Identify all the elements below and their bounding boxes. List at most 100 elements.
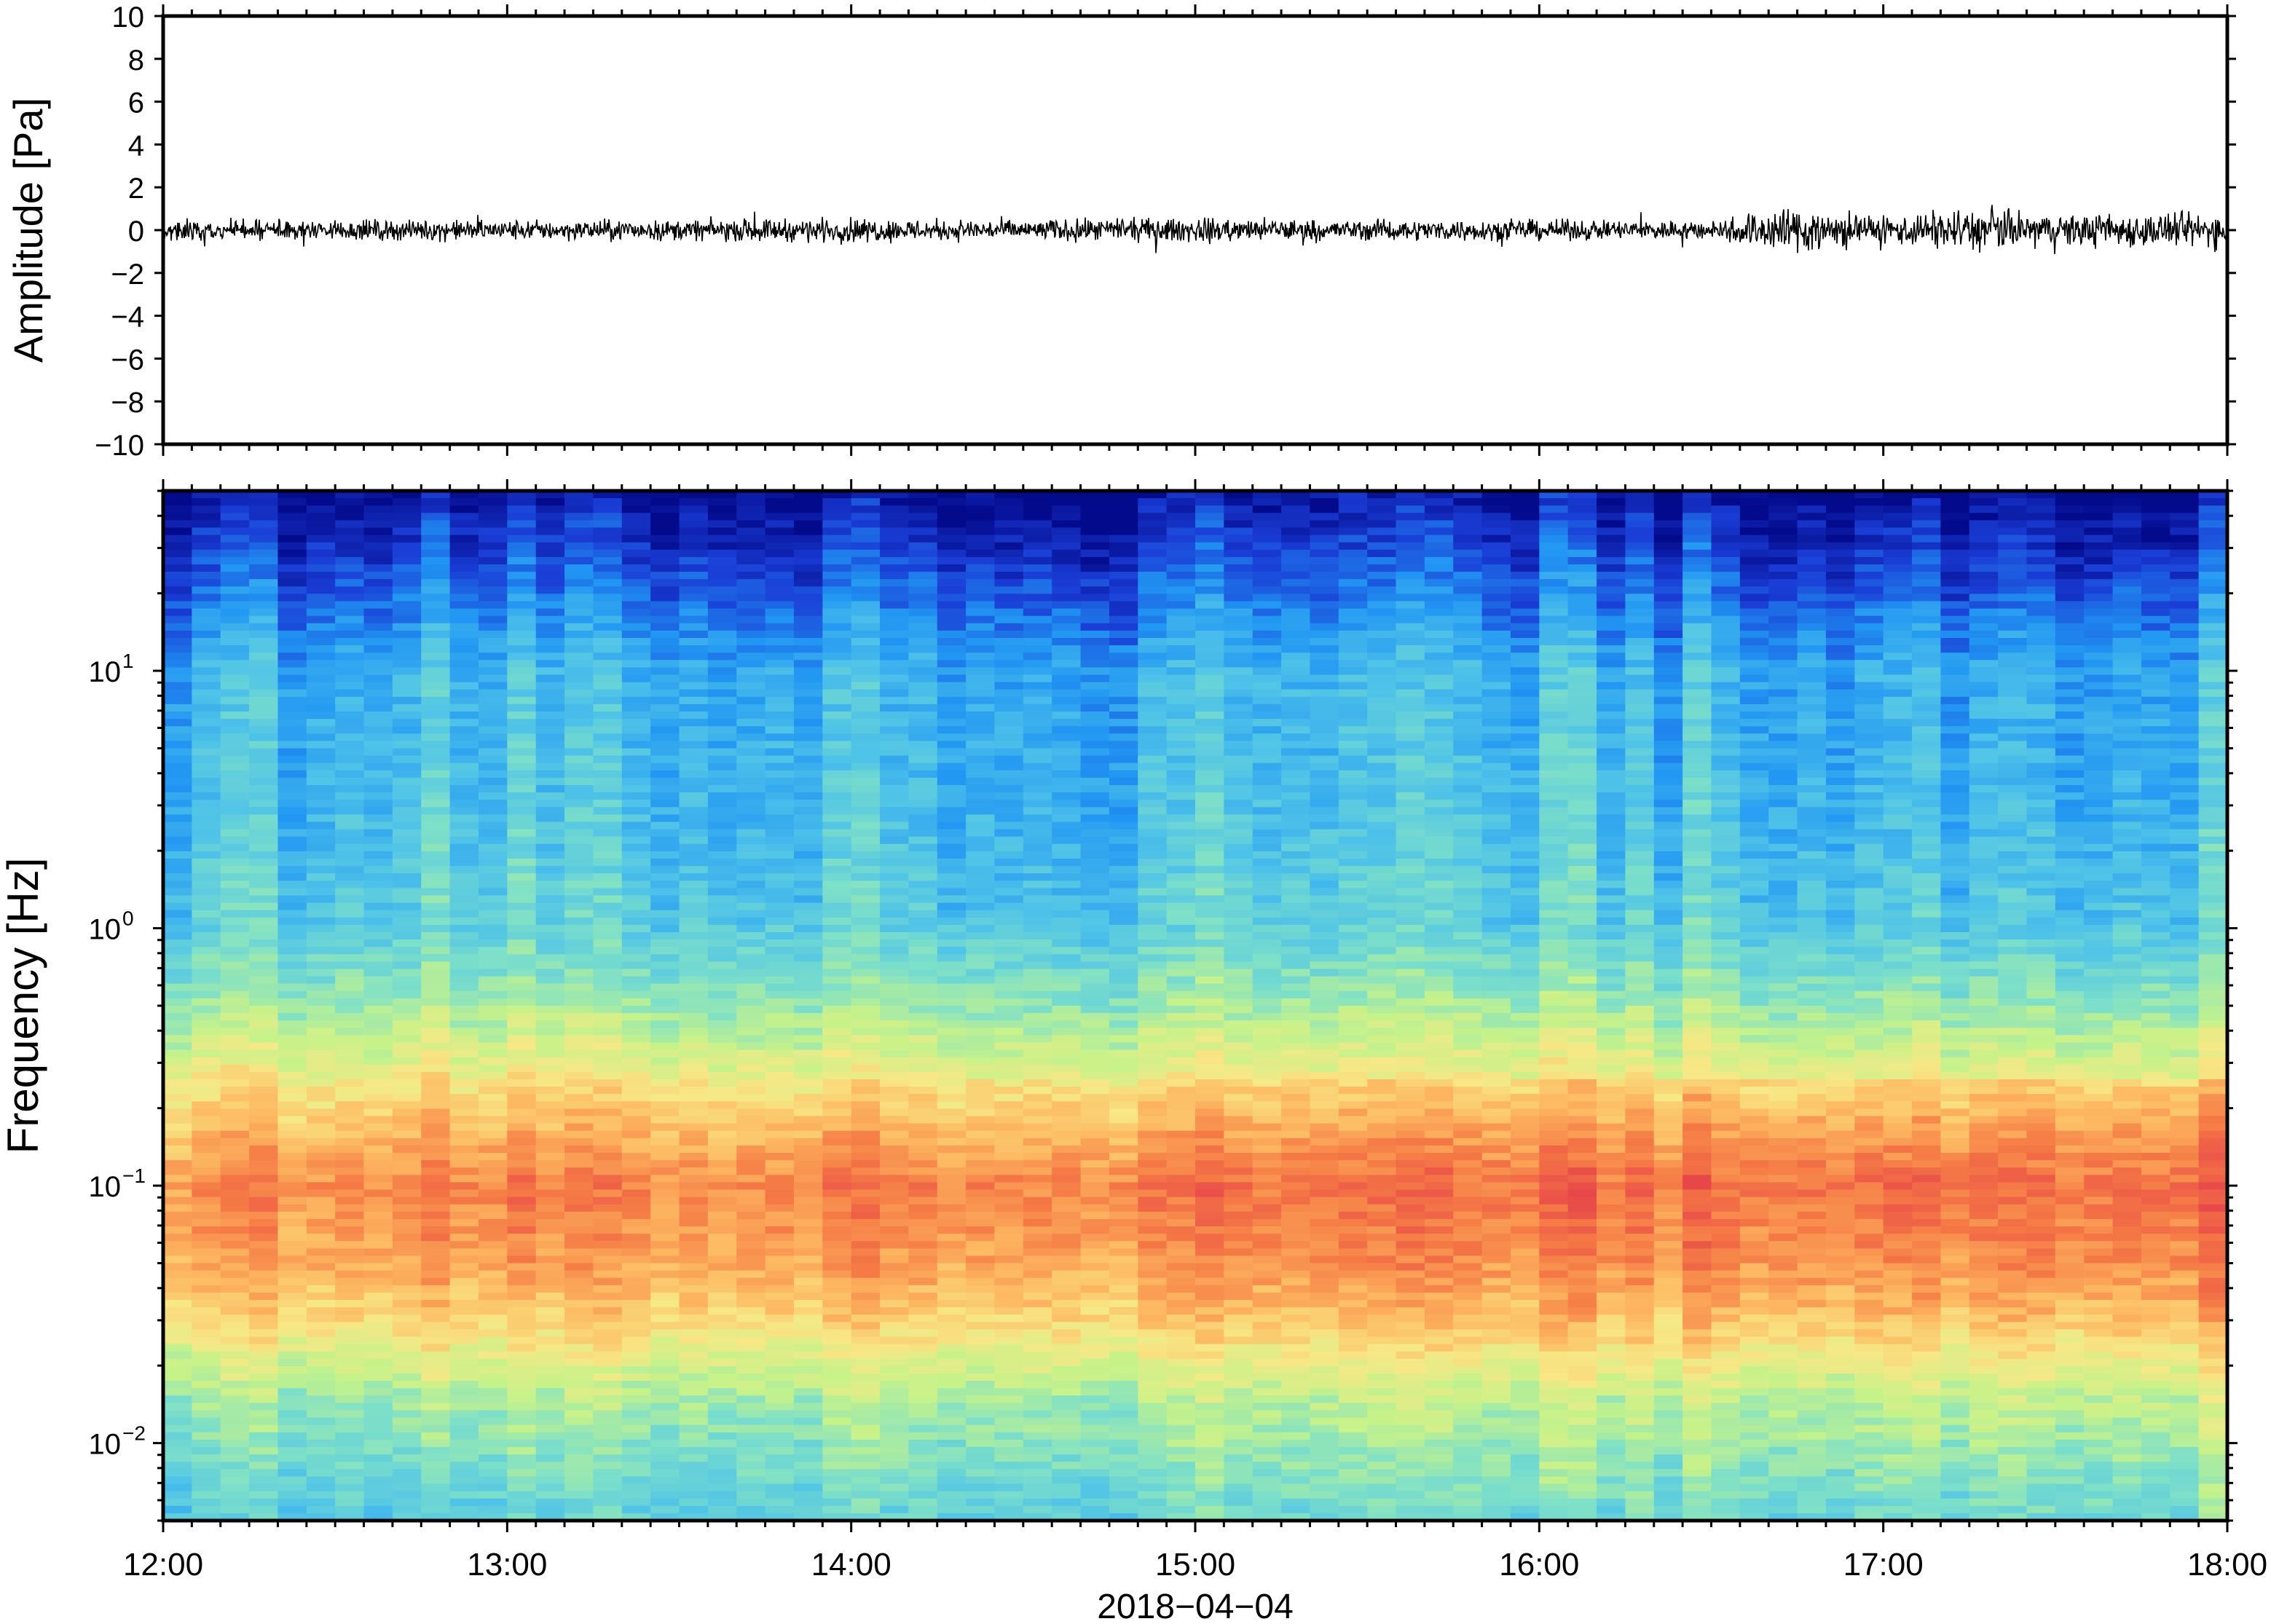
spectrogram-cell: [621, 814, 651, 823]
spectrogram-cell: [908, 1336, 938, 1345]
spectrogram-cell: [535, 888, 565, 896]
spectrogram-cell: [278, 1211, 307, 1220]
spectrogram-cell: [249, 719, 279, 727]
spectrogram-cell: [278, 601, 307, 610]
spectrogram-cell: [535, 762, 565, 771]
spectrogram-cell: [363, 1189, 393, 1198]
spectrogram-cell: [192, 983, 221, 992]
spectrogram-cell: [449, 1057, 479, 1065]
spectrogram-cell: [220, 1064, 250, 1073]
spectrogram-cell: [335, 601, 365, 610]
spectrogram-cell: [593, 564, 623, 572]
spectrogram-cell: [908, 1410, 938, 1419]
spectrogram-cell: [937, 910, 967, 918]
spectrogram-cell: [1080, 1462, 1110, 1470]
spectrogram-cell: [421, 1410, 451, 1419]
spectrogram-cell: [908, 1234, 938, 1242]
spectrogram-cell: [192, 1314, 221, 1323]
spectrogram-cell: [478, 866, 508, 874]
spectrogram-cell: [937, 1241, 967, 1249]
spectrogram-cell: [163, 1358, 192, 1367]
spectrogram-cell: [880, 1329, 909, 1338]
spectrogram-cell: [1109, 1234, 1138, 1242]
spectrogram-cell: [249, 800, 279, 808]
spectrogram-cell: [478, 969, 508, 977]
spectrogram-cell: [650, 1130, 680, 1139]
spectrogram-cell: [478, 696, 508, 705]
spectrogram-cell: [1109, 1469, 1138, 1477]
spectrogram-cell: [994, 792, 1024, 800]
spectrogram-cell: [994, 1454, 1024, 1462]
spectrogram-cell: [793, 726, 823, 734]
spectrogram-cell: [994, 1439, 1024, 1448]
spectrogram-cell: [621, 586, 651, 594]
spectrogram-cell: [908, 1248, 938, 1256]
spectrogram-cell: [192, 1285, 221, 1293]
spectrogram-cell: [1109, 851, 1138, 859]
spectrogram-cell: [793, 630, 823, 639]
spectrogram-cell: [679, 1211, 709, 1220]
spectrogram-cell: [306, 572, 336, 580]
spectrogram-cell: [851, 1197, 881, 1205]
spectrogram-cell: [163, 1226, 192, 1234]
spectrogram-cell: [1052, 1395, 1082, 1403]
spectrogram-cell: [593, 1292, 623, 1301]
spectrogram-cell: [564, 615, 594, 624]
spectrogram-cell: [650, 689, 680, 698]
spectrogram-cell: [220, 807, 250, 815]
spectrogram-cell: [593, 961, 623, 970]
spectrogram-cell: [1023, 1439, 1052, 1448]
spectrogram-cell: [851, 814, 881, 823]
spectrogram-cell: [535, 829, 565, 837]
spectrogram-cell: [822, 821, 852, 830]
spectrogram-cell: [335, 1013, 365, 1021]
spectrogram-cell: [220, 939, 250, 947]
spectrogram-cell: [851, 755, 881, 764]
spectrogram-cell: [1052, 888, 1082, 896]
spectrogram-cell: [765, 910, 795, 918]
spectrogram-cell: [421, 1365, 451, 1374]
spectrogram-cell: [1052, 1476, 1082, 1485]
spectrogram-cell: [1080, 932, 1110, 940]
spectrogram-cell: [908, 1138, 938, 1146]
spectrogram-cell: [966, 1094, 996, 1102]
spectrogram-cell: [593, 1197, 623, 1205]
spectrogram-cell: [880, 1241, 909, 1249]
spectrogram-cell: [851, 1101, 881, 1109]
spectrogram-cell: [908, 1344, 938, 1352]
spectrogram-cell: [163, 1314, 192, 1323]
spectrogram-cell: [994, 498, 1024, 506]
spectrogram-cell: [1052, 1101, 1082, 1109]
spectrogram-cell: [363, 1182, 393, 1191]
spectrogram-cell: [880, 1042, 909, 1051]
spectrogram-cell: [306, 947, 336, 955]
spectrogram-cell: [679, 917, 709, 926]
spectrogram-cell: [593, 1300, 623, 1308]
spectrogram-cell: [593, 586, 623, 594]
spectrogram-cell: [908, 630, 938, 639]
spectrogram-cell: [822, 608, 852, 617]
spectrogram-cell: [937, 924, 967, 933]
spectrogram-cell: [1080, 1454, 1110, 1462]
spectrogram-cell: [822, 1248, 852, 1256]
spectrogram-cell: [1138, 505, 1168, 513]
spectrogram-cell: [1052, 866, 1082, 874]
spectrogram-cell: [966, 1395, 996, 1403]
spectrogram-cell: [937, 770, 967, 779]
spectrogram-cell: [1052, 1108, 1082, 1117]
spectrogram-cell: [707, 491, 737, 499]
spectrogram-cell: [1023, 1057, 1052, 1065]
spectrogram-cell: [449, 1241, 479, 1249]
spectrogram-cell: [707, 924, 737, 933]
spectrogram-cell: [880, 703, 909, 712]
spectrogram-cell: [564, 1094, 594, 1102]
spectrogram-cell: [908, 859, 938, 867]
spectrogram-cell: [1109, 1138, 1138, 1146]
spectrogram-cell: [1023, 1256, 1052, 1264]
spectrogram-cell: [908, 1108, 938, 1117]
spectrogram-cell: [793, 1462, 823, 1470]
spectrogram-cell: [851, 549, 881, 558]
spectrogram-cell: [421, 1189, 451, 1198]
spectrogram-cell: [707, 1410, 737, 1419]
spectrogram-cell: [1109, 902, 1138, 911]
